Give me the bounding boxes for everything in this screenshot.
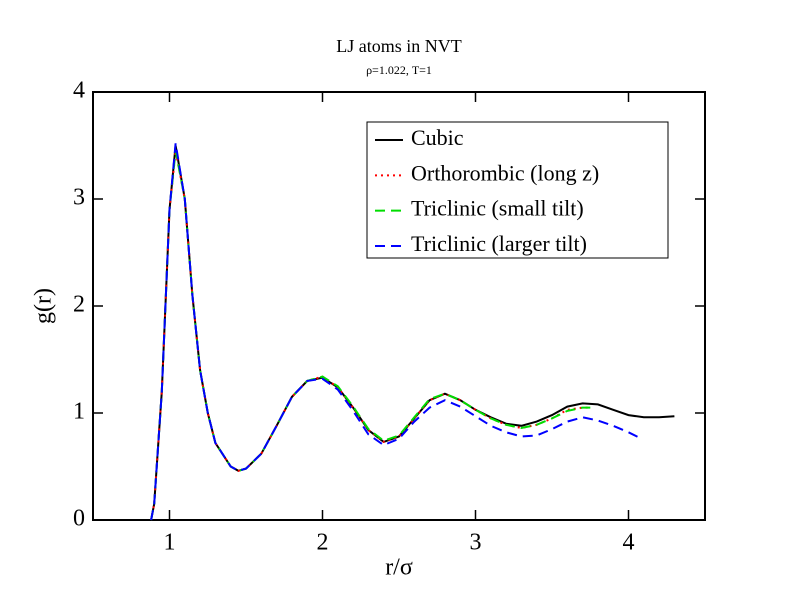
chart-subtitle: ρ=1.022, T=1 bbox=[366, 63, 432, 77]
x-tick-label: 1 bbox=[164, 530, 176, 556]
y-tick-label: 3 bbox=[73, 185, 85, 211]
x-tick-label: 4 bbox=[623, 530, 635, 556]
legend-label: Triclinic (larger tilt) bbox=[411, 231, 587, 256]
legend-label: Orthorombic (long z) bbox=[411, 160, 599, 185]
y-tick-label: 4 bbox=[73, 78, 85, 104]
x-tick-label: 2 bbox=[317, 530, 329, 556]
x-axis-label: r/σ bbox=[385, 555, 413, 581]
legend-label: Triclinic (small tilt) bbox=[411, 196, 584, 221]
y-tick-label: 1 bbox=[73, 399, 85, 425]
legend-label: Cubic bbox=[411, 125, 464, 150]
y-tick-label: 2 bbox=[73, 292, 85, 318]
chart-title: LJ atoms in NVT bbox=[336, 36, 462, 56]
x-tick-label: 3 bbox=[470, 530, 482, 556]
legend-box bbox=[366, 121, 669, 259]
y-axis-label: g(r) bbox=[31, 288, 57, 324]
data-line bbox=[150, 143, 640, 521]
y-tick-label: 0 bbox=[73, 506, 85, 532]
